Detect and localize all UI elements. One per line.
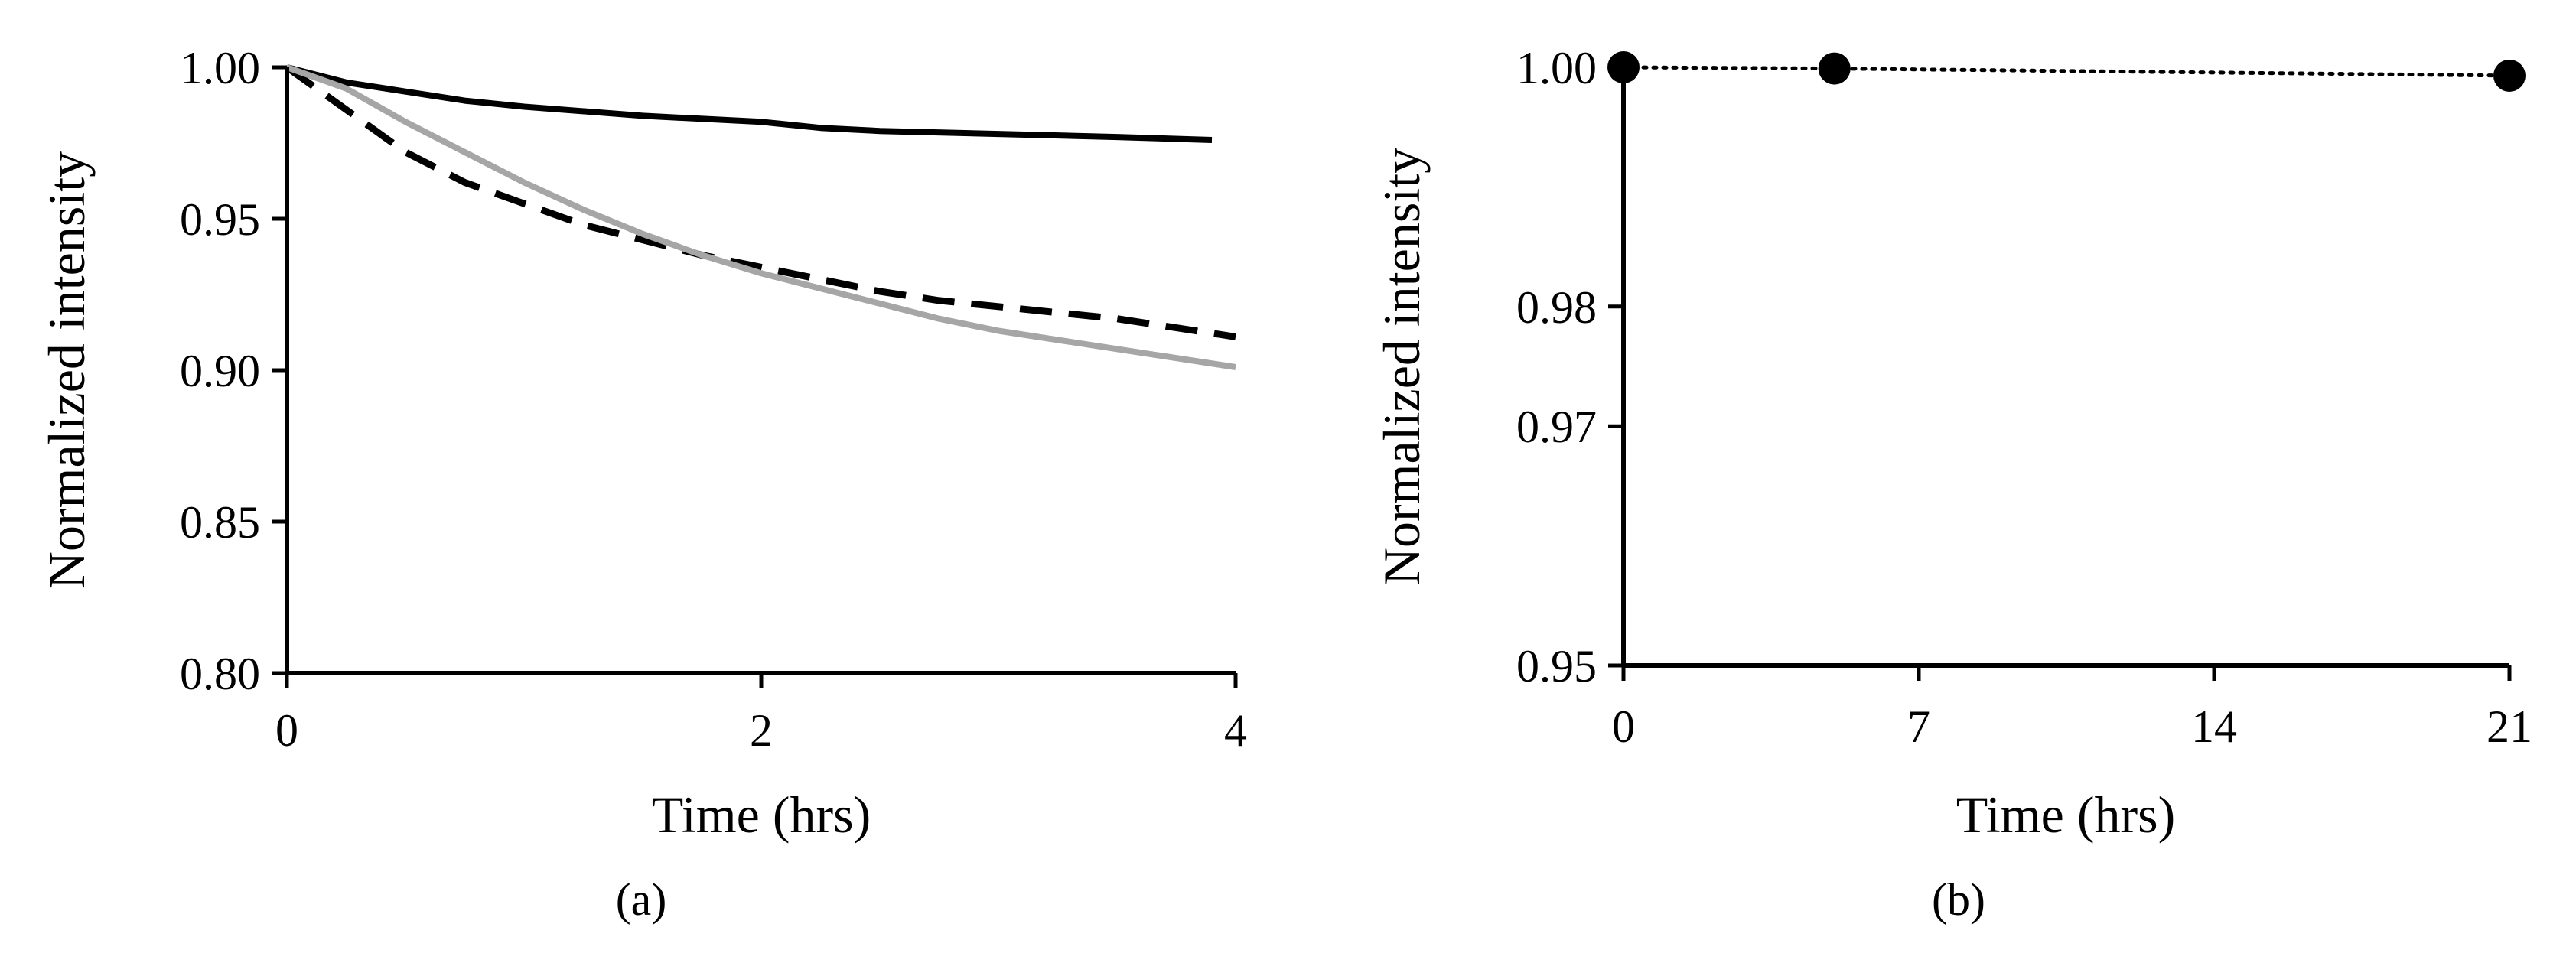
chart-a-series-line-3 — [285, 64, 1236, 370]
chart-b-y-tick-label: 0.95 — [1516, 641, 1597, 691]
chart-b-x-tick-label: 0 — [1612, 701, 1635, 752]
chart-b-x-tick-label: 14 — [2191, 701, 2237, 752]
chart-b-series — [1607, 51, 2526, 92]
chart-a-caption: (a) — [616, 874, 667, 925]
chart-a-series-line-2 — [285, 64, 1236, 340]
chart-a-y-tick-label: 0.80 — [180, 649, 260, 699]
chart-a-x-tick-label: 4 — [1224, 705, 1247, 756]
chart-a-y-tick-label: 0.85 — [180, 497, 260, 548]
chart-b-y-label: Normalized intensity — [1373, 148, 1431, 585]
chart-a-y-tick-label: 1.00 — [180, 43, 260, 93]
chart-b-x-label: Time (hrs) — [1956, 786, 2176, 844]
chart-a-series — [285, 64, 1236, 370]
chart-b-caption: (b) — [1932, 874, 1985, 925]
chart-b-data-point — [2493, 59, 2526, 92]
chart-panel-b: 0 7 14 21 1.00 0.98 0.97 0.95 Time (hrs) Norma… — [1373, 43, 2532, 925]
chart-b-connector-line — [1621, 65, 2512, 78]
chart-a-x-tick-label: 0 — [275, 705, 298, 756]
chart-a-series-line-1 — [286, 64, 1213, 143]
chart-b-x-tick-label: 7 — [1907, 701, 1930, 752]
chart-b-x-tick-label: 21 — [2486, 701, 2532, 752]
chart-a-x-ticks: 0 2 4 — [275, 673, 1247, 756]
chart-b-y-ticks: 1.00 0.98 0.97 0.95 — [1516, 43, 1623, 691]
chart-b-data-point — [1818, 52, 1851, 85]
chart-b-x-ticks: 0 7 14 21 — [1612, 665, 2532, 752]
chart-panel-a: 0 2 4 1.00 0.95 0.90 0.85 0.80 Time (hrs) Norm… — [37, 43, 1247, 925]
chart-a-y-tick-label: 0.95 — [180, 194, 260, 245]
chart-a-y-tick-label: 0.90 — [180, 346, 260, 396]
chart-a-x-tick-label: 2 — [750, 705, 773, 756]
chart-a-y-ticks: 1.00 0.95 0.90 0.85 0.80 — [180, 43, 287, 699]
chart-a-x-label: Time (hrs) — [652, 786, 871, 844]
chart-a-y-label: Normalized intensity — [37, 151, 96, 589]
chart-b-y-tick-label: 0.98 — [1516, 282, 1597, 333]
chart-b-y-tick-label: 0.97 — [1516, 402, 1597, 452]
chart-b-y-tick-label: 1.00 — [1516, 43, 1597, 93]
